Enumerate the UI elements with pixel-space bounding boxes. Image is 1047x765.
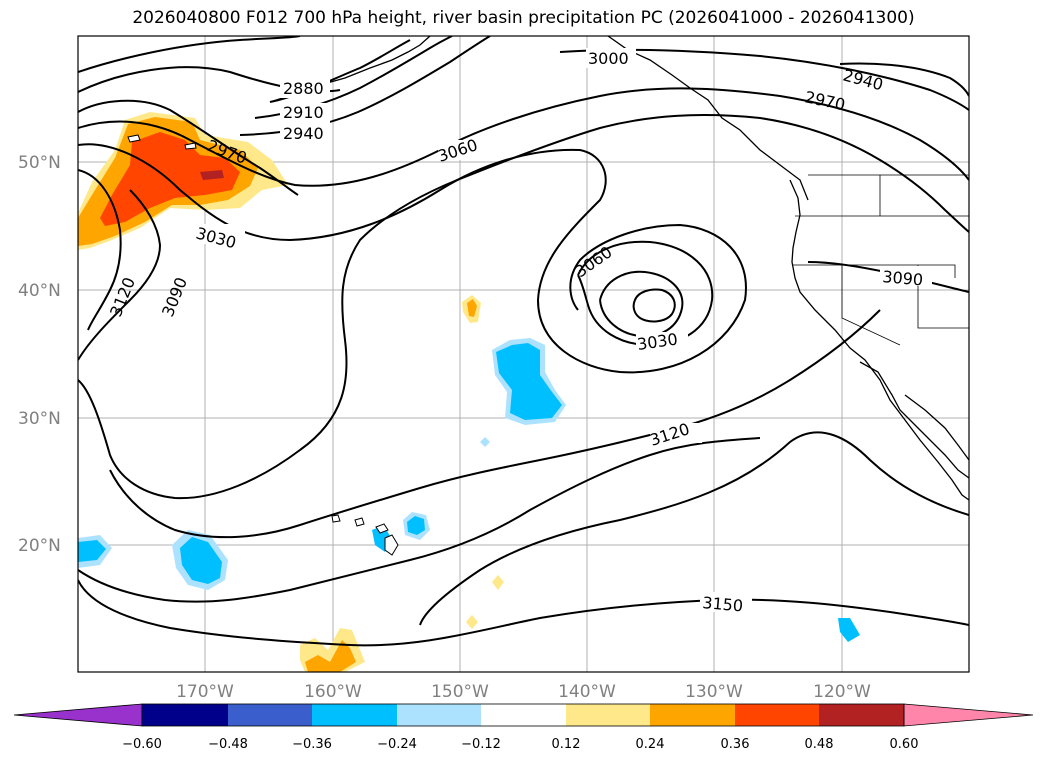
precip-neg-dot bbox=[480, 437, 490, 447]
colorbar-segment-2 bbox=[228, 704, 312, 726]
colorbar-tick-6: 0.12 bbox=[552, 737, 581, 752]
contour-3030-loop bbox=[78, 143, 747, 374]
colorbar-extend-right bbox=[903, 703, 1034, 727]
state-line-5 bbox=[841, 265, 901, 346]
precip-region-sw-core bbox=[305, 640, 356, 672]
colorbar-segment-5 bbox=[481, 704, 566, 726]
precip-shading bbox=[78, 112, 860, 672]
colorbar-tick-5: −0.12 bbox=[461, 737, 501, 752]
islands bbox=[127, 134, 399, 556]
contour-2970-west bbox=[78, 87, 969, 187]
precip-neg-hawaii bbox=[407, 516, 425, 535]
lat-label-40n: 40°N bbox=[18, 281, 61, 301]
contour-label-2940: 2940 bbox=[283, 124, 324, 143]
contour-3150 bbox=[419, 431, 969, 626]
lat-label-50n: 50°N bbox=[18, 153, 61, 173]
hawaii-big-island bbox=[384, 534, 399, 556]
colorbar-tick-2: −0.48 bbox=[208, 737, 248, 752]
contour-3090-west bbox=[78, 189, 162, 361]
contour-label-2880: 2880 bbox=[283, 79, 324, 98]
contour-3120-west bbox=[78, 437, 761, 603]
colorbar-tick-1: −0.60 bbox=[122, 737, 162, 752]
lon-label-140w: 140°W bbox=[558, 682, 616, 702]
contour-2970-north bbox=[78, 36, 301, 73]
lon-label-130w: 130°W bbox=[685, 682, 743, 702]
lon-label-150w: 150°W bbox=[431, 682, 489, 702]
colorbar-tick-8: 0.36 bbox=[721, 737, 750, 752]
colorbar-tick-10: 0.60 bbox=[890, 737, 919, 752]
precip-neg-170w bbox=[180, 537, 222, 584]
contour-3000 bbox=[559, 48, 969, 111]
contour-3120-loop bbox=[109, 309, 881, 539]
contour-3060 bbox=[78, 169, 122, 331]
colorbar-tick-3: −0.36 bbox=[292, 737, 332, 752]
contour-label-3000: 3000 bbox=[588, 49, 629, 68]
lon-label-120w: 120°W bbox=[813, 682, 871, 702]
hawaii-kauai bbox=[331, 514, 341, 523]
contour-3090-main bbox=[78, 114, 969, 500]
lon-label-160w: 160°W bbox=[304, 682, 362, 702]
lat-label-30n: 30°N bbox=[18, 409, 61, 429]
chart-title: 2026040800 F012 700 hPa height, river ba… bbox=[132, 8, 915, 28]
contour-label-2910: 2910 bbox=[283, 103, 324, 122]
precip-neg-se bbox=[838, 618, 860, 642]
colorbar-segment-3 bbox=[312, 704, 397, 726]
contour-2940-east bbox=[839, 62, 969, 97]
colorbar-tick-7: 0.24 bbox=[636, 737, 665, 752]
aleutian-2 bbox=[184, 142, 197, 150]
contour-label-3090-east: 3090 bbox=[882, 267, 924, 289]
hawaii-maui bbox=[375, 523, 389, 534]
alaska-gulf-coast bbox=[607, 36, 809, 201]
bc-coast bbox=[789, 179, 969, 501]
contour-3000-core bbox=[632, 288, 676, 323]
contour-3060-inner bbox=[577, 240, 714, 347]
colorbar-segment-1 bbox=[142, 704, 228, 726]
contour-3030-center bbox=[599, 270, 684, 338]
lon-label-170w: 170°W bbox=[176, 682, 234, 702]
colorbar-tick-9: 0.48 bbox=[805, 737, 834, 752]
precip-region-nw-red bbox=[100, 132, 240, 226]
colorbar-segment-6 bbox=[566, 704, 650, 726]
state-borders bbox=[792, 174, 969, 346]
precip-spot-south2 bbox=[466, 615, 478, 629]
height-contours bbox=[78, 36, 969, 647]
colorbar-segment-4 bbox=[397, 704, 481, 726]
colorbar: −0.60 −0.48 −0.36 −0.24 −0.12 0.12 0.24 … bbox=[13, 703, 1034, 752]
colorbar-segment-9 bbox=[819, 704, 904, 726]
contour-3150-south bbox=[78, 579, 969, 647]
precip-region-nw-dark bbox=[200, 170, 224, 180]
graticule bbox=[78, 36, 969, 672]
map-frame bbox=[77, 35, 970, 673]
colorbar-extend-left bbox=[13, 703, 143, 727]
colorbar-tick-4: −0.24 bbox=[377, 737, 417, 752]
aleutian-1 bbox=[127, 134, 141, 143]
precip-spot-40n-core bbox=[467, 299, 477, 317]
gulf-california bbox=[904, 394, 969, 461]
contour-label-3150: 3150 bbox=[702, 593, 744, 615]
precip-neg-central bbox=[496, 343, 562, 420]
precip-spot-south bbox=[492, 575, 504, 590]
colorbar-segment-8 bbox=[735, 704, 819, 726]
hawaii-oahu bbox=[354, 517, 365, 527]
lat-label-20n: 20°N bbox=[18, 536, 61, 556]
precip-neg-west bbox=[78, 540, 106, 562]
colorbar-segment-7 bbox=[650, 704, 735, 726]
baja-coast bbox=[859, 361, 969, 479]
